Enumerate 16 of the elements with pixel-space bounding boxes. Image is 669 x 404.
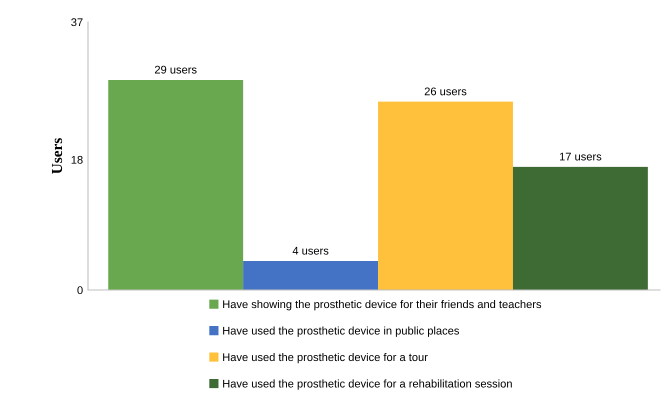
legend-label: Have showing the prosthetic device for their friends and teachers — [223, 300, 542, 310]
y-axis-title: Users — [52, 138, 62, 174]
y-tick-label: 37 — [71, 18, 83, 26]
data-label: 29 users — [154, 66, 197, 74]
legend-label: Have used the prosthetic device for a rehabilitation session — [223, 379, 512, 390]
data-label: 17 users — [560, 152, 602, 160]
bar — [108, 80, 244, 290]
bar — [378, 102, 513, 290]
data-label: 26 users — [424, 87, 466, 96]
data-label: 4 users — [292, 246, 328, 255]
y-tick-label: 18 — [72, 156, 83, 164]
legend-label: Have used the prosthetic device for a tour — [223, 352, 428, 364]
bar — [512, 166, 648, 290]
y-tick-label: 0 — [77, 286, 83, 294]
bar — [243, 261, 378, 290]
legend-label: Have used the prosthetic device in public places — [223, 326, 459, 337]
